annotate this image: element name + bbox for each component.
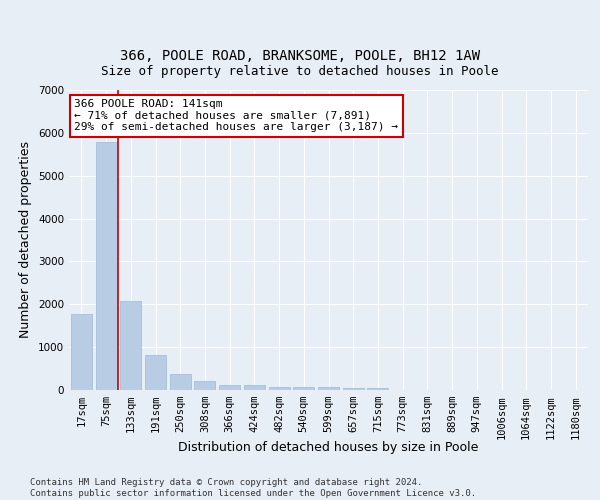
Text: Size of property relative to detached houses in Poole: Size of property relative to detached ho… <box>101 64 499 78</box>
Bar <box>71 314 92 390</box>
Text: 366, POOLE ROAD, BRANKSOME, POOLE, BH12 1AW: 366, POOLE ROAD, BRANKSOME, POOLE, BH12 … <box>120 48 480 62</box>
Bar <box>219 385 240 390</box>
Bar <box>145 355 166 390</box>
Bar <box>318 388 339 390</box>
Bar <box>343 388 364 390</box>
Bar <box>293 388 314 390</box>
Bar <box>120 301 141 390</box>
Text: Contains HM Land Registry data © Crown copyright and database right 2024.
Contai: Contains HM Land Registry data © Crown c… <box>30 478 476 498</box>
Bar <box>244 386 265 390</box>
Bar <box>269 386 290 390</box>
Y-axis label: Number of detached properties: Number of detached properties <box>19 142 32 338</box>
Bar <box>95 142 116 390</box>
Bar <box>194 380 215 390</box>
X-axis label: Distribution of detached houses by size in Poole: Distribution of detached houses by size … <box>178 442 479 454</box>
Text: 366 POOLE ROAD: 141sqm
← 71% of detached houses are smaller (7,891)
29% of semi-: 366 POOLE ROAD: 141sqm ← 71% of detached… <box>74 99 398 132</box>
Bar <box>367 388 388 390</box>
Bar <box>170 374 191 390</box>
